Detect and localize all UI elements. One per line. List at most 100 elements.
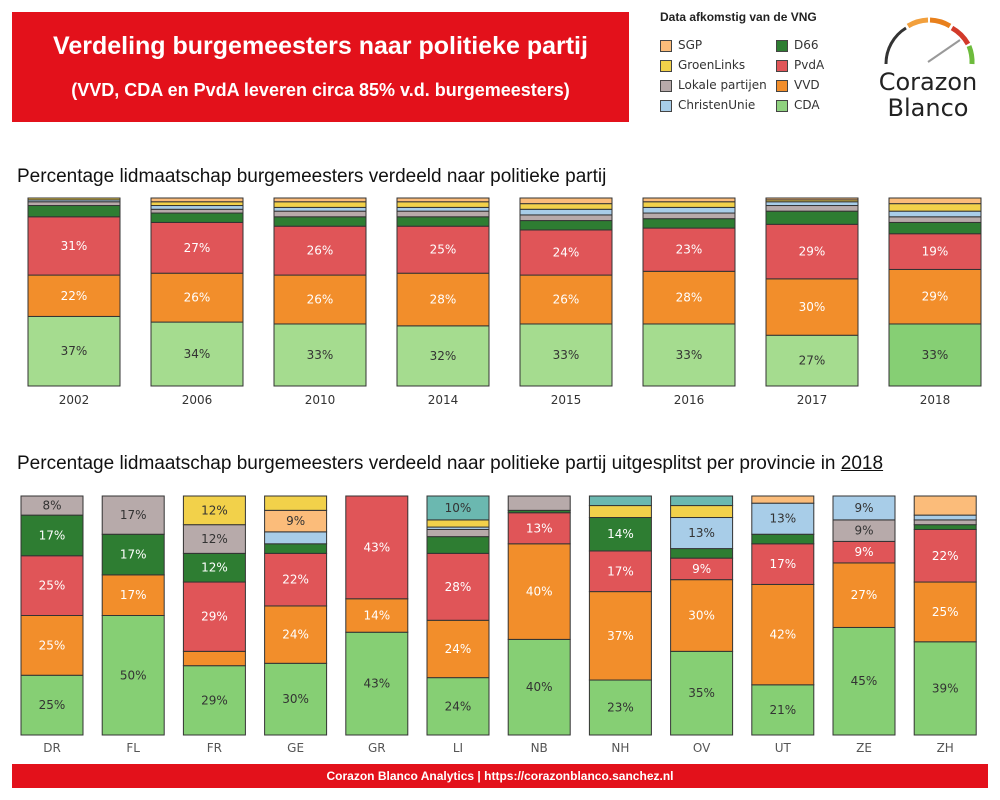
- legend-swatch: [776, 40, 788, 52]
- data-label: 13%: [688, 526, 715, 540]
- data-label: 43%: [363, 677, 390, 691]
- bar-segment-groenlinks: [588, 505, 652, 519]
- x-tick-label: GE: [287, 741, 304, 755]
- bar-segment-lokale-partijen: [519, 214, 613, 222]
- data-label: 25%: [39, 579, 66, 593]
- bar-segment-pvda: [888, 233, 982, 270]
- data-label: 24%: [445, 642, 472, 656]
- x-tick-label: 2016: [674, 393, 705, 407]
- bar-segment-cda: [264, 662, 328, 736]
- chart1-title: Percentage lidmaatschap burgemeesters ve…: [17, 166, 607, 187]
- data-label: 25%: [39, 638, 66, 652]
- bar-segment-groenlinks: [888, 203, 982, 212]
- bar-segment-lokale-partijen: [888, 216, 982, 223]
- bar-segment-pvda: [273, 225, 367, 276]
- bar-segment-d66: [182, 552, 246, 583]
- bar-segment-teal: [426, 495, 490, 521]
- data-label: 32%: [430, 349, 457, 363]
- data-label: 39%: [932, 681, 959, 695]
- data-label: 12%: [201, 561, 228, 575]
- bar-segment-cda: [507, 638, 571, 736]
- bar-segment-christenunie: [264, 531, 328, 545]
- legend-label: VVD: [794, 78, 820, 92]
- data-label: 28%: [430, 293, 457, 307]
- bar-segment-teal: [670, 495, 734, 507]
- data-label: 22%: [282, 573, 309, 587]
- chart2-title: Percentage lidmaatschap burgemeesters ve…: [17, 453, 883, 475]
- corazon-blanco-logo: Corazon Blanco: [868, 6, 988, 126]
- bar-segment-cda: [670, 650, 734, 736]
- bar-segment-cda: [642, 323, 736, 387]
- bar-segment-groenlinks: [396, 201, 490, 208]
- bar-segment-christenunie: [642, 206, 736, 214]
- bar-segment-pvda: [765, 223, 859, 280]
- bar-segment-pvda: [519, 229, 613, 276]
- bar-segment-vvd: [20, 615, 84, 676]
- bar-segment-pvda: [588, 550, 652, 593]
- data-label: 23%: [607, 701, 634, 715]
- bar-segment-d66: [913, 524, 977, 530]
- bar-segment-cda: [888, 323, 982, 387]
- data-label: 12%: [201, 532, 228, 546]
- bar-segment-pvda: [396, 225, 490, 274]
- bar-segment-pvda: [426, 552, 490, 621]
- bar-segment-cda: [273, 323, 367, 387]
- legend-label: GroenLinks: [678, 58, 746, 72]
- data-label: 40%: [526, 585, 553, 599]
- bar-segment-d66: [751, 533, 815, 545]
- bar-segment-christenunie: [670, 517, 734, 550]
- bar-segment-christenunie: [913, 514, 977, 521]
- bar-segment-cda: [182, 665, 246, 736]
- bar-segment-vvd: [27, 274, 121, 317]
- logo-text: Blanco: [887, 94, 969, 122]
- bar-segment-lokale-partijen: [20, 495, 84, 516]
- bar-segment-cda: [101, 615, 165, 736]
- bar-segment-d66: [765, 210, 859, 225]
- bar-segment-pvda: [27, 216, 121, 276]
- bar-segment-vvd: [888, 268, 982, 325]
- bar-segment-vvd: [519, 274, 613, 325]
- data-label: 26%: [184, 291, 211, 305]
- x-tick-label: 2014: [428, 393, 459, 407]
- data-label: 29%: [201, 693, 228, 707]
- data-label: 24%: [282, 628, 309, 642]
- data-label: 29%: [922, 290, 949, 304]
- bar-segment-d66: [27, 205, 121, 218]
- legend: Data afkomstig van de VNG SGP D66 GroenLin…: [656, 8, 856, 128]
- x-tick-label: 2002: [59, 393, 90, 407]
- bar-segment-lokale-partijen: [765, 205, 859, 212]
- data-label: 43%: [363, 540, 390, 554]
- bar-segment-pvda: [751, 543, 815, 585]
- data-label: 17%: [39, 528, 66, 542]
- x-tick-label: ZH: [937, 741, 954, 755]
- bar-segment-lokale-partijen: [642, 212, 736, 220]
- bar-segment-cda: [150, 321, 244, 387]
- data-label: 42%: [769, 628, 796, 642]
- bar-segment-pvda: [913, 528, 977, 583]
- bar-segment-groenlinks: [182, 495, 246, 526]
- bar-segment-cda: [751, 684, 815, 736]
- bar-segment-lokale-partijen: [426, 528, 490, 538]
- bar-segment-christenunie: [150, 205, 244, 210]
- bar-segment-vvd: [396, 272, 490, 327]
- bar-segment-pvda: [20, 555, 84, 616]
- data-label: 8%: [42, 499, 61, 513]
- bar-segment-pvda: [182, 581, 246, 652]
- chart2-title-prefix: Percentage lidmaatschap burgemeesters ve…: [17, 453, 841, 474]
- chart2-title-year: 2018: [840, 453, 884, 474]
- logo-text: Corazon: [878, 68, 978, 96]
- legend-label: Lokale partijen: [678, 78, 767, 92]
- data-label: 12%: [201, 503, 228, 517]
- legend-title: Data afkomstig van de VNG: [660, 10, 817, 24]
- data-label: 33%: [553, 348, 580, 362]
- bar-segment-christenunie: [751, 502, 815, 535]
- bar-segment-sgp: [888, 197, 982, 205]
- bar-segment-teal: [588, 495, 652, 507]
- bar-segment-groenlinks: [273, 201, 367, 208]
- bar-segment-cda: [426, 677, 490, 736]
- data-label: 19%: [922, 245, 949, 259]
- data-label: 33%: [922, 348, 949, 362]
- x-tick-label: FR: [207, 741, 222, 755]
- data-label: 29%: [201, 610, 228, 624]
- bar-segment-lokale-partijen: [396, 210, 490, 218]
